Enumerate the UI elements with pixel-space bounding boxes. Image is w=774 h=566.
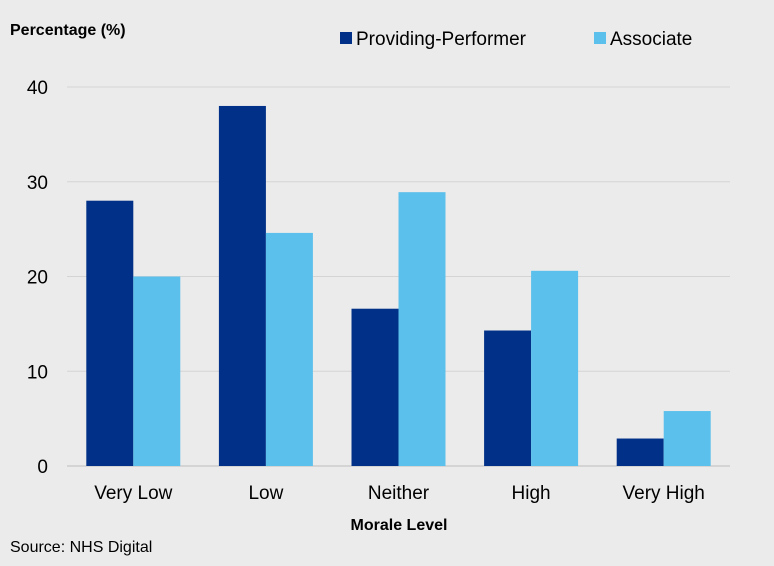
x-tick-label: Very Low <box>94 483 172 504</box>
bar-providing-performer-neither <box>351 308 399 466</box>
legend-swatch <box>340 32 352 44</box>
bar-providing-performer-very-low <box>86 200 134 466</box>
y-tick-label: 10 <box>27 362 48 383</box>
y-tick-label: 30 <box>27 173 48 194</box>
bar-providing-performer-very-high <box>616 438 664 466</box>
legend-swatch <box>594 32 606 44</box>
x-tick-label: Low <box>248 483 283 504</box>
source-note: Source: NHS Digital <box>10 539 152 556</box>
y-tick-label: 0 <box>37 457 48 478</box>
x-tick-label: Very High <box>623 483 705 504</box>
bar-associate-high <box>531 270 579 466</box>
bar-providing-performer-low <box>218 105 266 466</box>
bar-providing-performer-high <box>484 330 532 466</box>
y-axis-label: Percentage (%) <box>10 22 126 39</box>
x-tick-labels: Very Low Low Neither High Very High <box>94 483 705 504</box>
y-tick-labels: 0 10 20 30 40 <box>27 78 48 478</box>
x-axis-label: Morale Level <box>351 517 448 534</box>
bar-associate-low <box>265 232 313 466</box>
y-tick-label: 20 <box>27 268 48 289</box>
bar-associate-very-low <box>133 276 181 466</box>
x-tick-label: High <box>512 483 551 504</box>
bar-associate-neither <box>398 192 446 467</box>
bars <box>86 105 711 467</box>
legend: Providing-Performer Associate <box>340 29 692 50</box>
x-tick-label: Neither <box>368 483 430 504</box>
y-tick-label: 40 <box>27 78 48 99</box>
bar-associate-very-high <box>663 411 711 466</box>
legend-label: Associate <box>610 29 692 50</box>
legend-label: Providing-Performer <box>356 29 527 50</box>
